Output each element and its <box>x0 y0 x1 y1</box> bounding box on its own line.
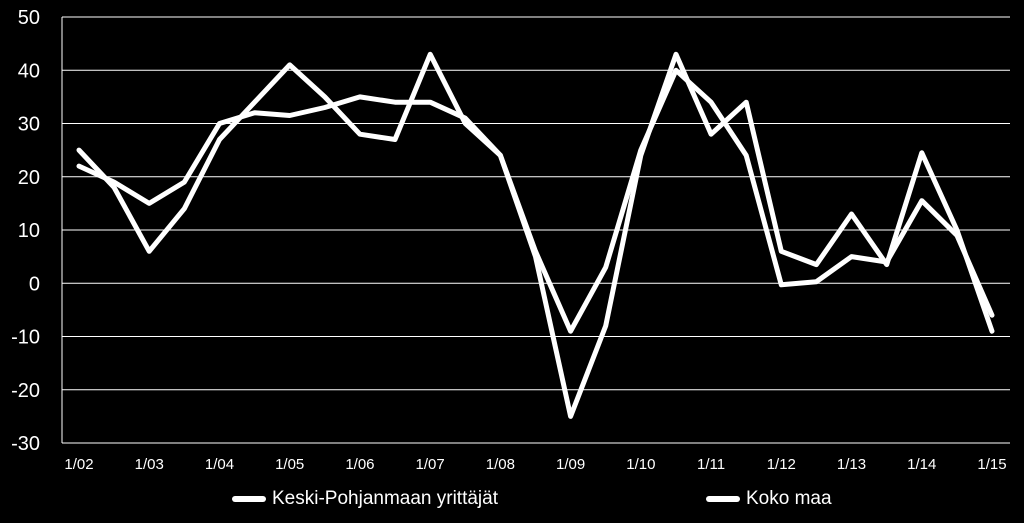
x-tick-label: 1/08 <box>486 456 515 473</box>
x-tick-label: 1/10 <box>626 456 655 473</box>
x-tick-label: 1/14 <box>907 456 936 473</box>
y-tick-label: 40 <box>18 60 40 82</box>
y-tick-label: 20 <box>18 167 40 189</box>
x-tick-label: 1/13 <box>837 456 866 473</box>
y-tick-label: 10 <box>18 220 40 242</box>
y-tick-label: -20 <box>11 380 40 402</box>
x-tick-labels: 1/02 1/03 1/04 1/05 1/06 1/07 1/08 1/09 1/10 1/11… <box>64 456 1006 473</box>
x-tick-label: 1/03 <box>135 456 164 473</box>
y-tick-label: -10 <box>11 327 40 349</box>
legend-label-1: Koko maa <box>746 488 832 509</box>
legend-swatch-0 <box>232 496 266 502</box>
x-tick-label: 1/06 <box>345 456 374 473</box>
series-lines <box>76 51 995 419</box>
y-tick-labels: -30 -20 -10 0 10 20 30 40 50 <box>11 7 40 455</box>
y-tick-label: 0 <box>29 273 40 295</box>
x-tick-label: 1/09 <box>556 456 585 473</box>
legend-label-0: Keski-Pohjanmaan yrittäjät <box>272 488 498 509</box>
gridlines <box>62 16 1010 444</box>
x-tick-label: 1/12 <box>767 456 796 473</box>
y-tick-label: -30 <box>11 433 40 455</box>
legend-swatch-1 <box>706 496 740 502</box>
legend-item-0: Keski-Pohjanmaan yrittäjät <box>232 484 498 514</box>
x-tick-label: 1/11 <box>697 456 725 473</box>
series-line-1 <box>76 67 995 334</box>
legend-item-1: Koko maa <box>706 484 832 514</box>
series-line-0 <box>76 51 995 419</box>
x-tick-label: 1/04 <box>205 456 234 473</box>
axes <box>61 17 1010 444</box>
y-tick-label: 30 <box>18 114 40 136</box>
y-tick-label: 50 <box>18 7 40 29</box>
x-tick-label: 1/07 <box>416 456 445 473</box>
x-tick-label: 1/02 <box>64 456 93 473</box>
x-tick-label: 1/15 <box>977 456 1006 473</box>
x-tick-label: 1/05 <box>275 456 304 473</box>
